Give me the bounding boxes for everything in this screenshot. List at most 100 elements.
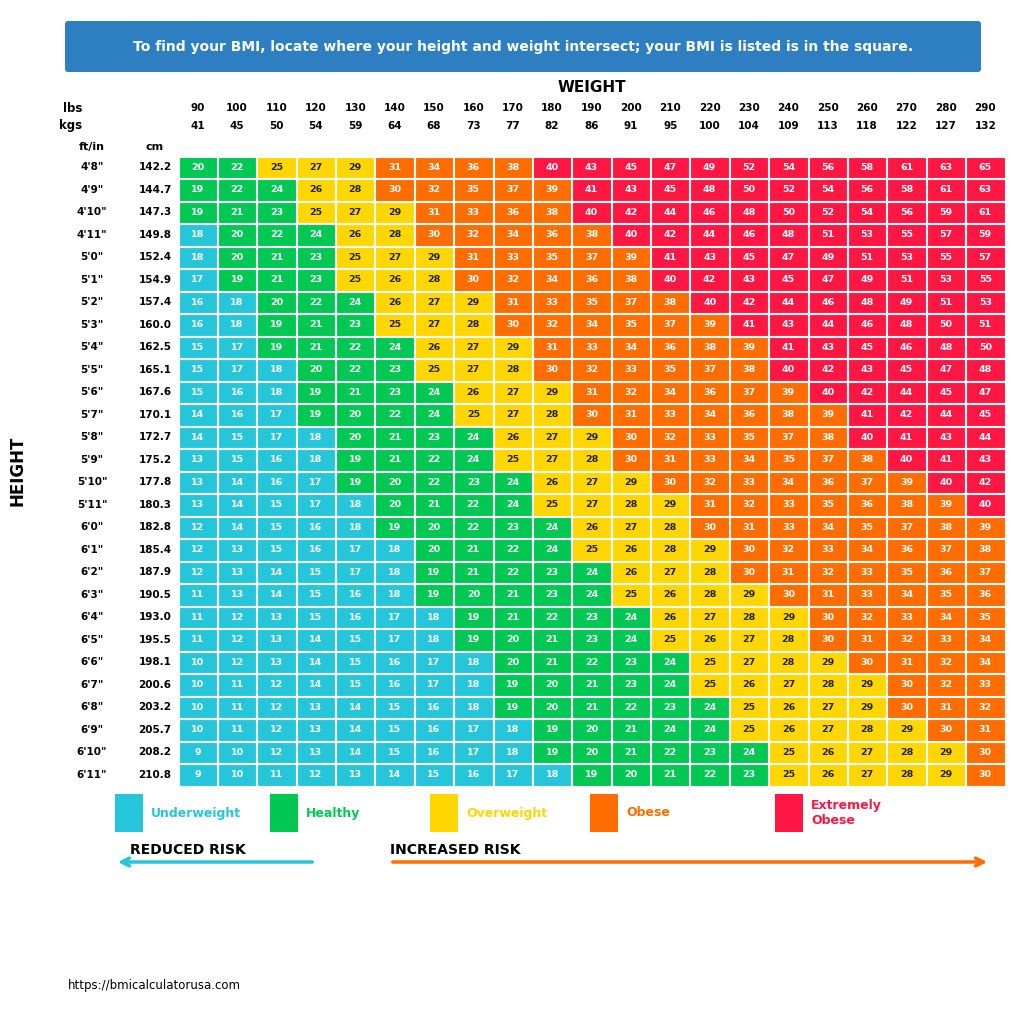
Text: 61: 61 bbox=[900, 163, 913, 172]
Text: 23: 23 bbox=[270, 208, 283, 217]
Bar bbox=[611, 314, 650, 336]
Text: 5'4": 5'4" bbox=[80, 342, 103, 352]
Bar bbox=[178, 494, 217, 515]
Bar bbox=[848, 449, 887, 470]
Bar bbox=[178, 719, 217, 740]
Bar bbox=[532, 202, 571, 223]
Text: 19: 19 bbox=[270, 321, 283, 330]
Text: 35: 35 bbox=[585, 298, 598, 307]
Bar bbox=[611, 359, 650, 381]
Bar bbox=[376, 449, 414, 470]
Bar bbox=[927, 359, 965, 381]
Text: 34: 34 bbox=[821, 522, 835, 531]
Text: 29: 29 bbox=[585, 433, 598, 441]
Bar bbox=[336, 202, 375, 223]
Bar bbox=[415, 157, 454, 178]
Text: 28: 28 bbox=[506, 366, 519, 374]
Bar bbox=[257, 292, 296, 313]
Bar bbox=[572, 382, 610, 403]
Text: 43: 43 bbox=[860, 366, 873, 374]
Text: 162.5: 162.5 bbox=[138, 342, 171, 352]
Bar bbox=[848, 404, 887, 426]
Bar bbox=[297, 224, 335, 246]
Bar bbox=[494, 449, 531, 470]
Bar bbox=[966, 741, 1005, 763]
Text: 22: 22 bbox=[230, 185, 244, 195]
Text: 15: 15 bbox=[270, 545, 283, 554]
Bar bbox=[888, 561, 926, 583]
Text: 110: 110 bbox=[265, 103, 288, 113]
Text: 37: 37 bbox=[625, 298, 638, 307]
Text: 21: 21 bbox=[625, 748, 638, 757]
Bar bbox=[572, 404, 610, 426]
Bar bbox=[809, 337, 847, 358]
Bar bbox=[848, 696, 887, 718]
Bar bbox=[927, 314, 965, 336]
Text: 17: 17 bbox=[348, 567, 361, 577]
Bar bbox=[455, 719, 493, 740]
Text: 38: 38 bbox=[781, 411, 795, 419]
Bar bbox=[218, 651, 256, 673]
Text: 32: 32 bbox=[506, 275, 519, 285]
Text: 24: 24 bbox=[506, 478, 519, 486]
Text: 36: 36 bbox=[585, 275, 598, 285]
Text: 39: 39 bbox=[703, 321, 716, 330]
Bar bbox=[927, 674, 965, 695]
Bar bbox=[336, 224, 375, 246]
Text: 29: 29 bbox=[781, 612, 795, 622]
Bar bbox=[455, 337, 493, 358]
Bar bbox=[769, 382, 808, 403]
Bar bbox=[572, 651, 610, 673]
Text: 14: 14 bbox=[270, 567, 283, 577]
Bar bbox=[730, 561, 768, 583]
Text: 25: 25 bbox=[546, 501, 559, 509]
Text: 20: 20 bbox=[309, 366, 323, 374]
Text: 25: 25 bbox=[703, 680, 716, 689]
Text: 180: 180 bbox=[542, 103, 563, 113]
Bar bbox=[532, 651, 571, 673]
Bar bbox=[966, 719, 1005, 740]
Text: 13: 13 bbox=[230, 567, 244, 577]
Text: 30: 30 bbox=[979, 770, 992, 779]
Text: REDUCED RISK: REDUCED RISK bbox=[130, 843, 246, 857]
Text: 100: 100 bbox=[226, 103, 248, 113]
Text: 15: 15 bbox=[348, 635, 361, 644]
Bar bbox=[415, 382, 454, 403]
Text: 27: 27 bbox=[348, 208, 361, 217]
Bar bbox=[611, 539, 650, 560]
Bar bbox=[218, 471, 256, 493]
Bar bbox=[927, 337, 965, 358]
Text: 42: 42 bbox=[821, 366, 835, 374]
Bar bbox=[572, 337, 610, 358]
Text: 19: 19 bbox=[348, 456, 361, 464]
Bar bbox=[848, 337, 887, 358]
Text: 48: 48 bbox=[939, 343, 952, 352]
Text: 14: 14 bbox=[348, 725, 361, 734]
Text: 177.8: 177.8 bbox=[138, 477, 172, 487]
Bar bbox=[690, 629, 729, 650]
Bar bbox=[927, 179, 965, 201]
Text: 17: 17 bbox=[506, 770, 519, 779]
Bar bbox=[415, 539, 454, 560]
Bar bbox=[690, 584, 729, 605]
Text: 50: 50 bbox=[742, 185, 756, 195]
Text: 24: 24 bbox=[664, 680, 677, 689]
Bar bbox=[336, 629, 375, 650]
Bar bbox=[966, 674, 1005, 695]
Bar bbox=[572, 427, 610, 449]
Text: 31: 31 bbox=[388, 163, 401, 172]
Text: 16: 16 bbox=[309, 545, 323, 554]
Text: 33: 33 bbox=[821, 545, 835, 554]
Bar bbox=[336, 719, 375, 740]
Bar bbox=[415, 427, 454, 449]
Text: 48: 48 bbox=[900, 321, 913, 330]
Text: 20: 20 bbox=[388, 501, 401, 509]
Text: 140: 140 bbox=[384, 103, 406, 113]
Text: 24: 24 bbox=[664, 725, 677, 734]
Text: 17: 17 bbox=[388, 635, 401, 644]
Bar bbox=[611, 584, 650, 605]
Text: 13: 13 bbox=[309, 725, 323, 734]
Bar bbox=[730, 606, 768, 628]
Bar bbox=[848, 516, 887, 538]
Text: 45: 45 bbox=[742, 253, 756, 262]
